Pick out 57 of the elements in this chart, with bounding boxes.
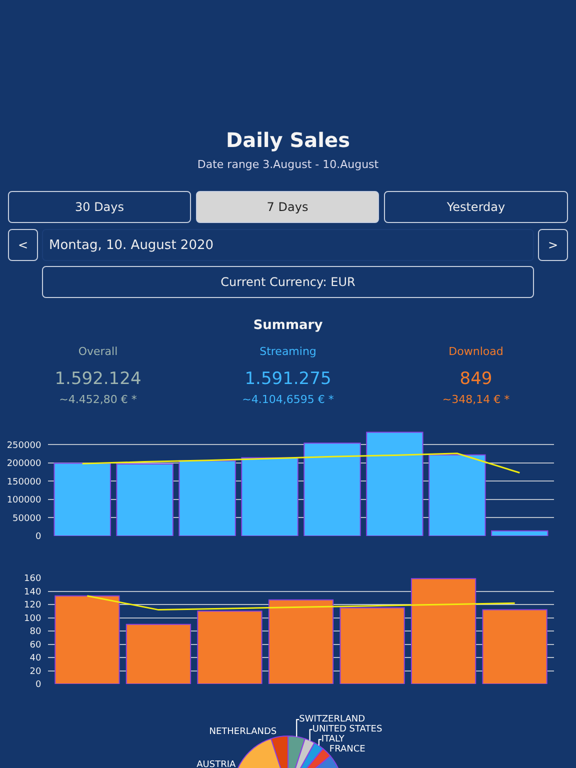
bar	[410, 578, 476, 684]
y-tick-label: 100	[24, 614, 42, 624]
bar	[116, 463, 174, 536]
y-tick-label: 150000	[6, 477, 42, 488]
bar	[241, 457, 298, 536]
text: >	[538, 229, 568, 261]
y-tick-label: 20	[30, 666, 42, 677]
text: ~348,14 € *	[441, 393, 511, 406]
text: 849	[458, 369, 494, 389]
y-tick-label: 250000	[6, 440, 42, 451]
bar	[304, 442, 361, 536]
bar	[268, 599, 334, 684]
text: ~4.104,6595 € *	[241, 393, 335, 406]
text: Yesterday	[384, 191, 568, 223]
text: Streaming	[258, 345, 318, 358]
bar	[54, 595, 120, 684]
text: 30 Days	[8, 191, 191, 223]
bar	[54, 462, 111, 536]
y-tick-label: 80	[30, 627, 42, 638]
y-tick-label: 0	[35, 532, 42, 542]
y-tick-label: 40	[30, 654, 42, 664]
line-series	[82, 452, 520, 474]
y-tick-label: 140	[24, 587, 42, 598]
bar	[197, 610, 262, 684]
text: Download	[448, 345, 504, 358]
line-series	[86, 595, 516, 611]
y-tick-label: 120	[24, 600, 42, 611]
text: Current Currency: EUR	[42, 266, 534, 298]
y-tick-label: 50000	[12, 514, 42, 524]
y-tick-label: 100000	[6, 496, 42, 506]
slice-label: UNITED STATES	[312, 724, 382, 735]
text: Montag, 10. August 2020	[42, 229, 534, 261]
slice-label: FRANCE	[329, 744, 366, 755]
slice-label: SWITZERLAND	[299, 714, 366, 725]
bar	[482, 609, 548, 684]
bar	[340, 607, 405, 684]
y-tick-label: 0	[35, 680, 42, 690]
bar	[178, 460, 236, 536]
text: 1.591.275	[244, 369, 332, 389]
text: 1.592.124	[54, 369, 142, 389]
text: Date range 3.August - 10.August	[196, 158, 380, 171]
slice-label: ITALY	[321, 734, 345, 745]
text: ~4.452,80 € *	[58, 393, 138, 406]
slice-label: NETHERLANDS	[209, 726, 277, 737]
slice-label: AUSTRIA	[196, 760, 236, 768]
text: <	[8, 229, 38, 261]
y-tick-label: 60	[30, 640, 42, 650]
bar	[366, 432, 424, 536]
bar	[491, 530, 548, 536]
y-tick-label: 200000	[6, 459, 42, 470]
bar	[126, 624, 192, 684]
text: 7 Days	[196, 191, 379, 223]
bar	[428, 454, 486, 536]
text: Summary	[252, 318, 324, 333]
text: Overall	[77, 345, 119, 358]
text: Daily Sales	[224, 128, 352, 152]
y-tick-label: 160	[24, 574, 42, 584]
